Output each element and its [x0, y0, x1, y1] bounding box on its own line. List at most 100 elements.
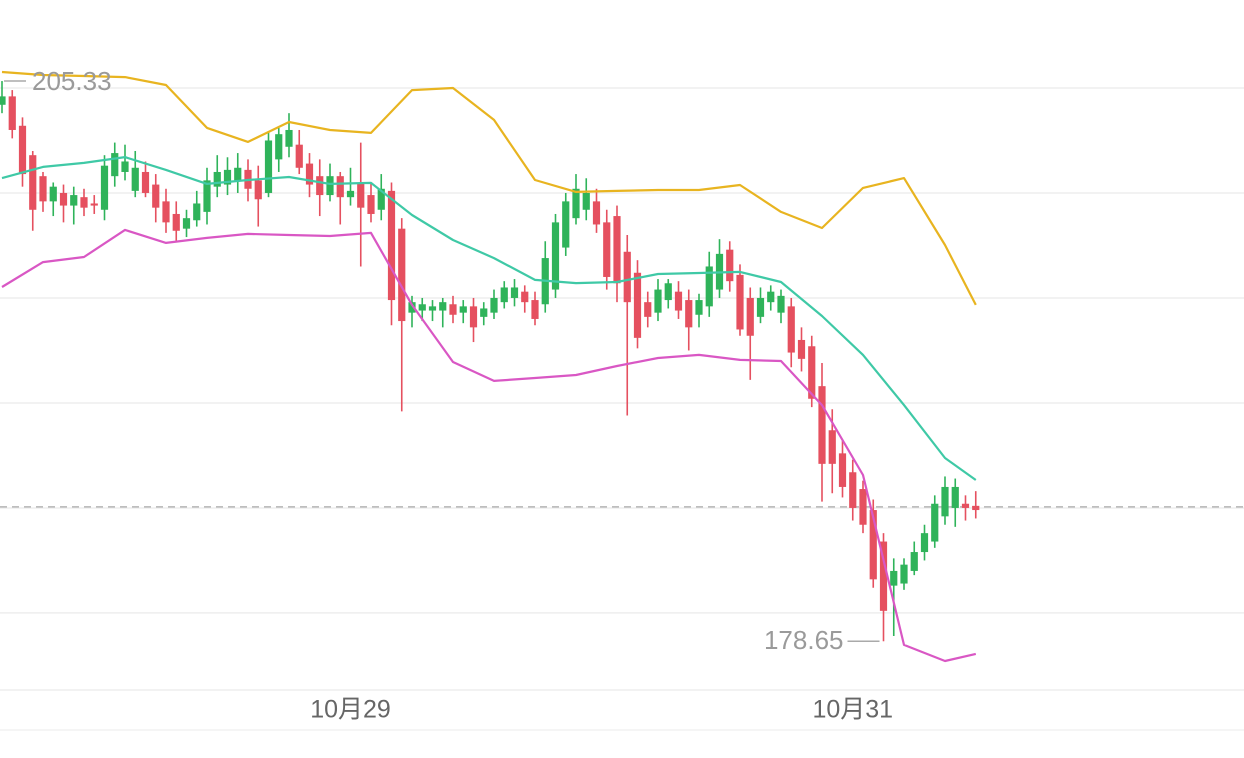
- candle-body: [418, 304, 426, 311]
- candle-body: [172, 213, 180, 231]
- candle-body: [459, 306, 467, 313]
- candle-body: [931, 503, 939, 542]
- candle-body: [439, 302, 447, 311]
- candle-body: [305, 163, 314, 185]
- candle-body: [357, 182, 365, 208]
- candle-body: [674, 291, 683, 311]
- band-line: [1, 156, 977, 481]
- candle-body: [490, 297, 498, 313]
- candle-body: [531, 300, 539, 319]
- candle-body: [18, 125, 27, 175]
- candle-body: [695, 300, 703, 315]
- candle-body: [295, 144, 303, 168]
- candle-body: [131, 167, 139, 191]
- candle-body: [182, 218, 191, 229]
- candle-body: [264, 140, 273, 193]
- candle-body: [469, 306, 478, 328]
- band-line: [1, 70, 977, 306]
- candle-body: [203, 180, 211, 212]
- candle-body: [408, 302, 416, 313]
- candle-body: [572, 188, 580, 219]
- candle-body: [818, 386, 826, 464]
- band-line: [1, 228, 977, 663]
- candle-body: [162, 201, 170, 223]
- candle-body: [377, 188, 385, 210]
- candle-body: [141, 171, 150, 193]
- candle-body: [890, 570, 898, 586]
- candle-body: [767, 291, 775, 303]
- candle-body: [285, 129, 293, 147]
- candle-body: [59, 192, 68, 206]
- candle-body: [29, 155, 37, 210]
- candle-body: [80, 197, 88, 208]
- candle-body: [39, 176, 47, 202]
- candle-body: [633, 272, 642, 338]
- candle-body: [705, 266, 713, 307]
- candle-body: [797, 339, 806, 359]
- candle-body: [859, 489, 867, 525]
- candle-body: [808, 346, 816, 399]
- candle-body: [654, 289, 662, 313]
- candle-body: [849, 472, 857, 508]
- candle-body: [367, 195, 375, 214]
- candle-body: [121, 161, 129, 172]
- candle-body: [223, 169, 232, 185]
- candle-body: [213, 171, 221, 187]
- candle-body: [387, 190, 396, 301]
- candle-body: [551, 222, 560, 290]
- candle-body: [449, 304, 457, 315]
- candle-body: [152, 184, 160, 208]
- candle-body: [500, 287, 508, 303]
- candle-body: [100, 165, 109, 210]
- candle-body: [398, 228, 406, 322]
- candle-body: [838, 453, 847, 487]
- candle-body: [346, 190, 355, 198]
- candle-body: [510, 287, 519, 298]
- candle-body: [910, 552, 918, 571]
- candle-body: [869, 510, 877, 580]
- candle-body: [49, 186, 57, 202]
- candle-body: [90, 203, 98, 206]
- min-label: 178.65: [764, 625, 844, 655]
- candle-body: [623, 251, 631, 303]
- candle-body: [920, 533, 929, 553]
- candle-body: [275, 134, 283, 160]
- candle-body: [613, 216, 621, 284]
- candle-body: [428, 306, 437, 311]
- candle-body: [234, 167, 242, 181]
- candle-body: [746, 297, 754, 336]
- candle-body: [316, 176, 324, 196]
- candle-body: [562, 201, 570, 248]
- max-label: 205.33: [32, 66, 112, 96]
- candle-body: [111, 153, 119, 177]
- candle-body: [972, 505, 980, 511]
- candle-body: [603, 222, 611, 277]
- candle-body: [254, 180, 262, 200]
- candle-body: [193, 203, 201, 221]
- candle-body: [582, 192, 590, 210]
- candle-body: [941, 486, 949, 517]
- candle-body: [326, 176, 334, 196]
- candle-body: [756, 297, 765, 317]
- candle-body: [8, 96, 16, 130]
- x-tick-label: 10月31: [812, 696, 893, 724]
- candle-body: [777, 295, 785, 313]
- candle-body: [828, 430, 836, 464]
- candle-body: [664, 283, 672, 301]
- candle-body: [685, 300, 693, 328]
- candle-body: [592, 201, 601, 225]
- candle-body: [961, 503, 970, 508]
- candle-body: [951, 486, 959, 508]
- candle-body: [336, 176, 344, 198]
- candle-body: [644, 302, 652, 317]
- candle-body: [900, 564, 908, 584]
- candle-body: [0, 96, 6, 105]
- candle-body: [70, 195, 78, 206]
- candle-body: [521, 291, 529, 303]
- candle-body: [787, 306, 795, 353]
- candle-body: [879, 541, 888, 611]
- x-tick-label: 10月29: [310, 696, 391, 724]
